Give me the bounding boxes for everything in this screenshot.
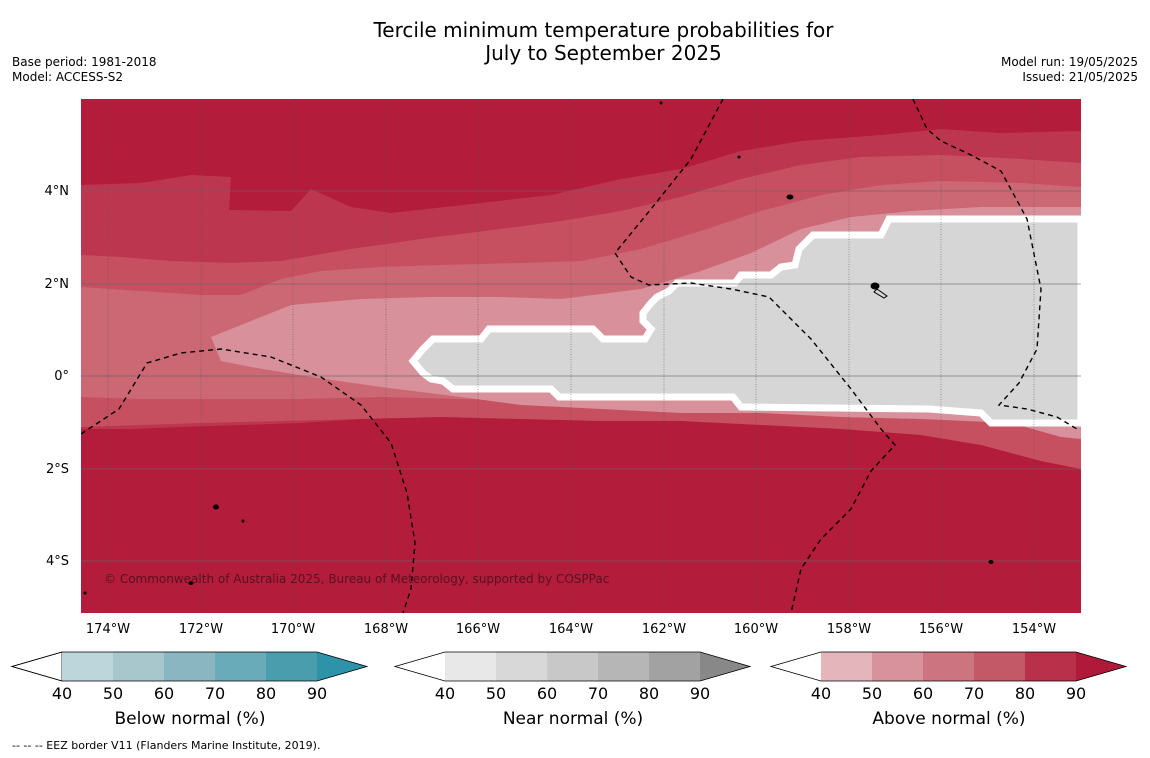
colorbar-below-swatch (266, 652, 317, 681)
colorbar-above (769, 651, 1128, 682)
model-name: Model: ACCESS-S2 (12, 70, 124, 84)
colorbar-below-swatch (113, 652, 164, 681)
lon-label: 166°W (455, 622, 501, 637)
colorbar-tick: 60 (536, 684, 558, 703)
colorbar-tick: 70 (963, 684, 985, 703)
colorbar-near-title: Near normal (%) (502, 709, 644, 729)
islands (83, 101, 994, 595)
meta-left: Base period: 1981-2018 Model: ACCESS-S2 (12, 55, 157, 85)
map-title: Tercile minimum temperature probabilitie… (0, 19, 1150, 65)
colorbar-tick: 70 (204, 684, 226, 703)
lon-label: 158°W (826, 622, 872, 637)
lat-label: 4°N (44, 184, 70, 199)
graticule (107, 99, 1035, 613)
colorbar-tick: 40 (434, 684, 456, 703)
colorbar-below-swatch (215, 652, 266, 681)
colorbar-tick: 90 (689, 684, 711, 703)
colorbar-tick: 90 (1065, 684, 1087, 703)
colorbar-below-title: Below normal (%) (114, 709, 266, 729)
eez-footnote: -- -- -- EEZ border V11 (Flanders Marine… (12, 739, 321, 752)
map-title-line1: Tercile minimum temperature probabilitie… (373, 18, 834, 42)
colorbar-tick: 50 (861, 684, 883, 703)
colorbar-tick: 60 (912, 684, 934, 703)
colorbar-tick: 60 (153, 684, 175, 703)
map-title-line2: July to September 2025 (485, 41, 722, 65)
colorbar-tick: 90 (306, 684, 328, 703)
base-period: Base period: 1981-2018 (12, 55, 157, 69)
colorbar-near-swatch (598, 652, 649, 681)
lat-label: 4°S (45, 554, 69, 569)
model-run: Model run: 19/05/2025 (1000, 55, 1138, 69)
colorbar-near-swatch (445, 652, 496, 681)
colorbar-below (10, 651, 369, 682)
lat-label: 2°S (45, 462, 69, 477)
colorbar-above-swatch (923, 652, 974, 681)
colorbar-tick: 80 (1014, 684, 1036, 703)
colorbar-tick: 50 (485, 684, 507, 703)
lon-label: 170°W (270, 622, 316, 637)
colorbar-above-swatch (974, 652, 1025, 681)
colorbar-tick: 70 (587, 684, 609, 703)
lon-label: 156°W (918, 622, 964, 637)
eez-borders (81, 99, 1078, 613)
lon-label: 160°W (733, 622, 779, 637)
latitude-lines (81, 190, 1081, 562)
lon-label: 174°W (85, 622, 131, 637)
colorbar-above-swatch (1025, 652, 1076, 681)
lon-label: 168°W (363, 622, 409, 637)
colorbar-near-swatch (649, 652, 700, 681)
colorbar-below-swatch (164, 652, 215, 681)
near-normal-region (408, 215, 1081, 427)
colorbar-tick: 80 (638, 684, 660, 703)
map-panel (81, 99, 1081, 613)
colorbar-near-swatch (496, 652, 547, 681)
lat-label: 0° (54, 369, 69, 384)
colorbar-above-swatch (872, 652, 923, 681)
colorbar-near (393, 651, 752, 682)
lon-label: 164°W (548, 622, 594, 637)
lon-label: 154°W (1011, 622, 1057, 637)
colorbar-tick: 40 (810, 684, 832, 703)
lon-label: 162°W (641, 622, 687, 637)
lon-label: 172°W (178, 622, 224, 637)
colorbar-tick: 40 (51, 684, 73, 703)
colorbar-below-swatch (62, 652, 113, 681)
copyright-notice: © Commonwealth of Australia 2025, Bureau… (104, 572, 610, 586)
colorbar-tick: 80 (255, 684, 277, 703)
issued-date: Issued: 21/05/2025 (1022, 70, 1138, 84)
meta-right: Model run: 19/05/2025 Issued: 21/05/2025 (1001, 55, 1138, 85)
colorbar-above-swatch (821, 652, 872, 681)
colorbar-tick: 50 (102, 684, 124, 703)
colorbar-above-title: Above normal (%) (872, 709, 1026, 729)
colorbar-near-swatch (547, 652, 598, 681)
lat-label: 2°N (44, 277, 70, 292)
